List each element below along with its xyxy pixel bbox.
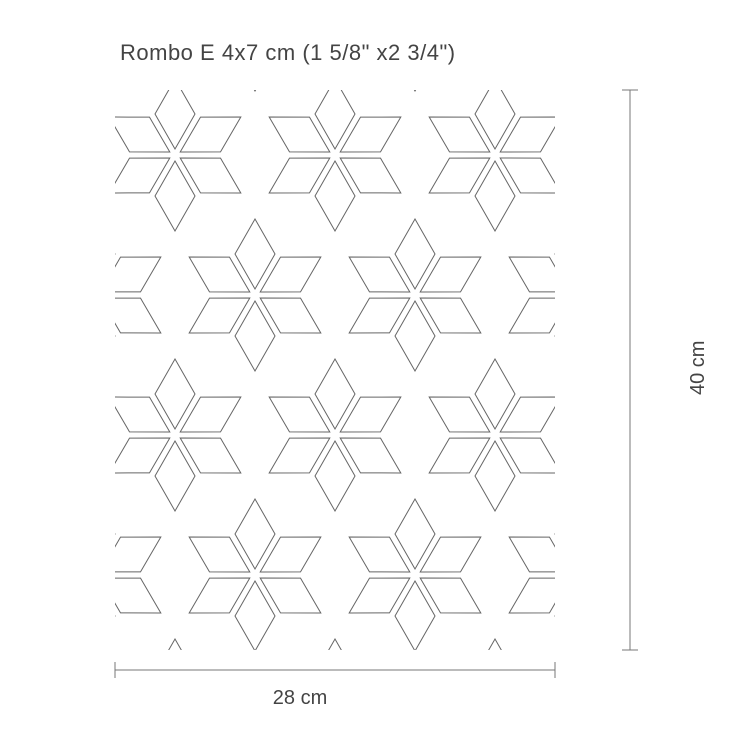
pattern-diagram — [0, 0, 735, 735]
